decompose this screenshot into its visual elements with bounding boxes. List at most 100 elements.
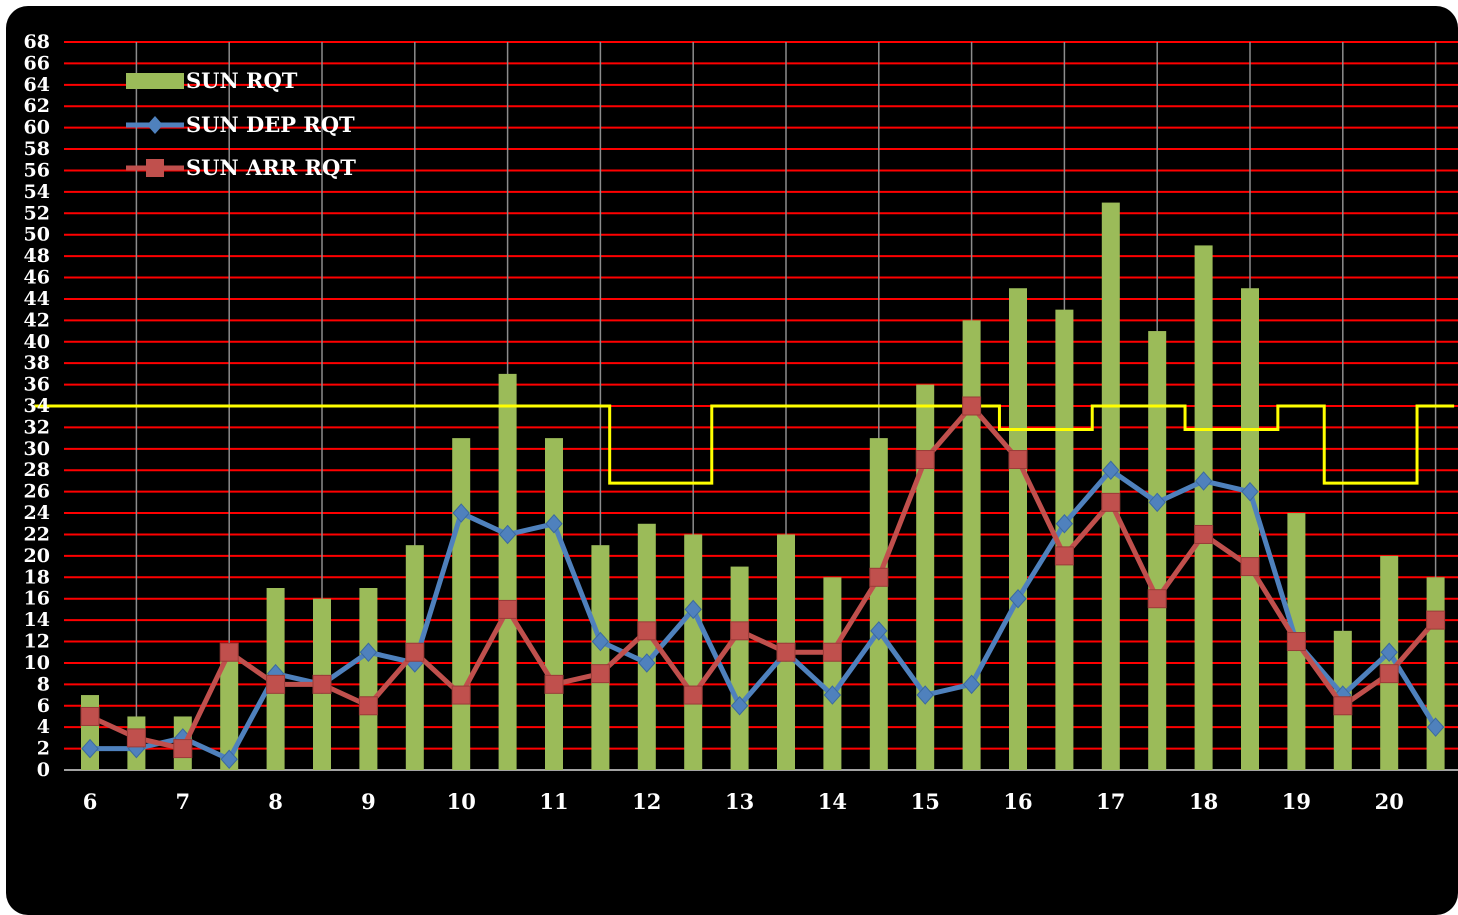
chart: 0246810121416182022242628303234363840424… — [24, 31, 1458, 814]
x-tick-label: 14 — [818, 789, 847, 814]
square-marker — [80, 706, 100, 726]
diamond-marker — [870, 621, 888, 641]
y-tick-label: 52 — [24, 202, 50, 224]
diamond-marker — [1009, 588, 1027, 609]
diamond-marker — [452, 503, 470, 523]
square-marker — [312, 674, 332, 694]
bar — [81, 695, 99, 770]
square-marker — [1333, 696, 1353, 716]
square-marker — [1379, 664, 1399, 684]
square-marker — [1426, 610, 1446, 630]
y-tick-label: 16 — [24, 588, 50, 610]
bar — [730, 566, 749, 770]
diamond-marker — [81, 738, 99, 759]
diamond-marker — [1241, 481, 1259, 502]
square-marker — [1101, 492, 1121, 512]
bar — [1241, 288, 1259, 770]
bar — [1426, 577, 1445, 770]
square-marker — [730, 621, 750, 641]
y-tick-label: 64 — [24, 74, 50, 96]
bar — [1380, 555, 1399, 770]
x-tick-label: 10 — [447, 789, 476, 814]
legend: SUN RQT SUN DEP RQT SUN ARR RQT — [126, 68, 356, 180]
diamond-marker — [823, 685, 842, 705]
bar — [545, 438, 563, 770]
legend-label: SUN RQT — [186, 68, 298, 93]
y-tick-label: 58 — [24, 138, 50, 160]
square-marker — [219, 642, 239, 662]
y-tick-label: 32 — [24, 416, 50, 438]
diamond-marker — [359, 642, 378, 662]
bar — [359, 588, 378, 770]
bar — [498, 373, 517, 770]
bar — [1194, 245, 1213, 771]
x-tick-label: 7 — [175, 789, 190, 814]
diamond-marker — [730, 696, 749, 716]
x-tick-label: 20 — [1375, 789, 1404, 814]
legend-label: SUN DEP RQT — [186, 112, 355, 137]
x-tick-label: 6 — [83, 789, 98, 814]
y-tick-label: 4 — [37, 716, 50, 738]
capacity-line — [34, 404, 1455, 485]
x-tick-label: 12 — [632, 789, 661, 814]
diamond-marker — [1194, 471, 1213, 491]
y-tick-label: 40 — [24, 331, 50, 353]
bar — [1101, 202, 1120, 770]
x-tick-label: 11 — [539, 789, 568, 814]
square-marker — [498, 599, 518, 619]
square-marker — [126, 728, 146, 748]
y-tick-label: 18 — [24, 566, 50, 588]
y-tick-label: 12 — [24, 631, 50, 653]
square-marker — [683, 685, 703, 705]
y-tick-label: 62 — [24, 95, 50, 117]
y-tick-label: 30 — [24, 438, 50, 460]
square-marker — [776, 642, 796, 662]
square-marker — [544, 674, 564, 694]
square-marker — [915, 450, 935, 470]
bar — [684, 534, 703, 770]
square-marker — [637, 621, 657, 641]
bar — [637, 523, 656, 770]
bar — [1009, 288, 1027, 770]
y-tick-label: 36 — [24, 374, 50, 396]
y-tick-label: 50 — [24, 224, 50, 246]
y-tick-label: 68 — [24, 31, 50, 53]
diamond-marker — [916, 685, 934, 705]
y-tick-label: 22 — [24, 523, 50, 545]
square-marker — [451, 685, 471, 705]
diamond-marker — [638, 653, 656, 673]
y-tick-label: 44 — [24, 288, 50, 310]
y-tick-label: 46 — [24, 267, 50, 289]
x-tick-label: 16 — [1003, 789, 1032, 814]
diamond-marker — [684, 599, 702, 620]
bar — [869, 438, 888, 770]
x-tick-label: 15 — [911, 789, 940, 814]
bar — [591, 545, 610, 770]
x-tick-label: 13 — [725, 789, 754, 814]
y-tick-label: 20 — [24, 545, 50, 567]
y-tick-label: 60 — [24, 117, 50, 139]
diamond-marker — [591, 631, 610, 652]
y-tick-label: 38 — [24, 352, 50, 374]
y-tick-label: 42 — [24, 309, 50, 331]
square-marker — [405, 642, 425, 662]
bar — [962, 320, 981, 770]
legend-label: SUN ARR RQT — [186, 155, 356, 180]
square-marker — [962, 396, 982, 416]
y-tick-label: 28 — [24, 459, 50, 481]
square-marker — [1054, 546, 1074, 566]
diamond-marker — [220, 749, 238, 770]
diamond-marker — [962, 674, 981, 695]
y-tick-label: 10 — [24, 652, 50, 674]
square-marker — [590, 664, 610, 684]
y-axis-ticks: 0246810121416182022242628303234363840424… — [24, 31, 50, 781]
diamond-marker — [545, 514, 563, 534]
square-marker — [1240, 557, 1260, 577]
diamond-marker — [1148, 492, 1166, 513]
y-tick-label: 2 — [37, 738, 50, 760]
square-marker — [173, 739, 193, 759]
diamond-marker — [1426, 717, 1445, 737]
horizontal-gridlines — [64, 41, 1458, 771]
bar — [916, 384, 935, 770]
square-marker — [358, 696, 378, 716]
